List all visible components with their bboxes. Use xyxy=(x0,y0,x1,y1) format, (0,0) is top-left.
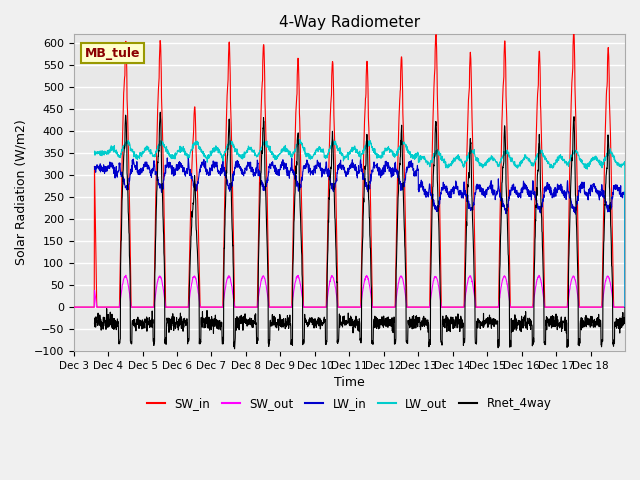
Legend: SW_in, SW_out, LW_in, LW_out, Rnet_4way: SW_in, SW_out, LW_in, LW_out, Rnet_4way xyxy=(143,393,556,415)
Text: MB_tule: MB_tule xyxy=(84,47,140,60)
X-axis label: Time: Time xyxy=(334,376,365,389)
Y-axis label: Solar Radiation (W/m2): Solar Radiation (W/m2) xyxy=(15,120,28,265)
Title: 4-Way Radiometer: 4-Way Radiometer xyxy=(279,15,420,30)
